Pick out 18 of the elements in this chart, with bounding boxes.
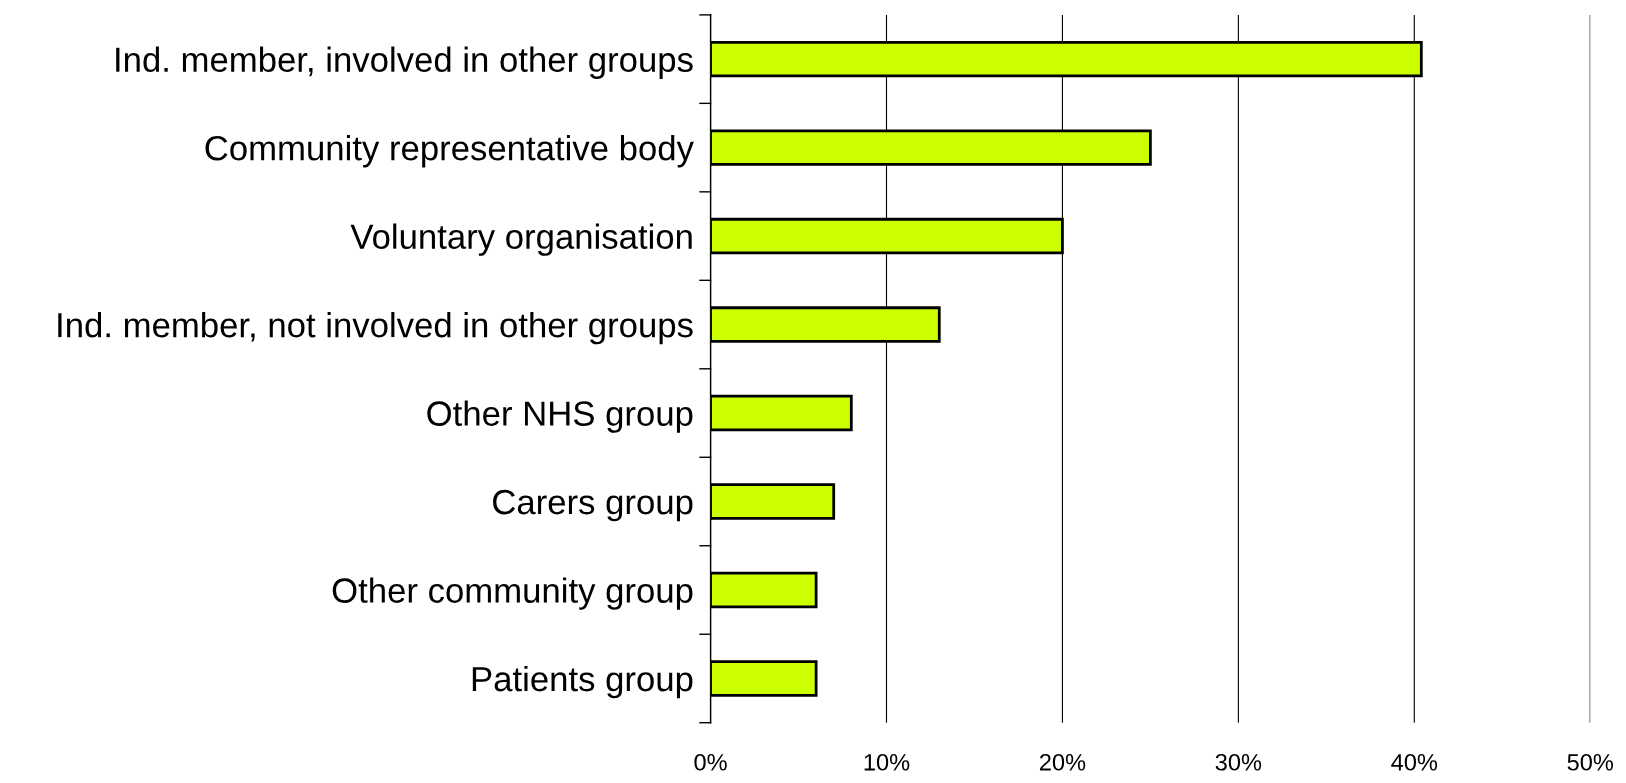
y-tick-label: Ind. member, not involved in other groups — [58, 311, 693, 345]
bar — [710, 571, 818, 609]
x-tick-label: 50% — [1567, 753, 1614, 771]
y-tick-label: Carers group — [493, 489, 693, 522]
x-tick-label: 30% — [1215, 753, 1262, 771]
x-tick-label: 10% — [864, 753, 910, 771]
bar — [710, 483, 836, 520]
y-tick-label: Other community group — [332, 577, 693, 610]
y-tick-label: Community representative body — [205, 135, 694, 168]
x-tick-label: 20% — [1039, 753, 1086, 771]
y-tick-label: Voluntary organisation — [350, 223, 692, 256]
y-tick-label: Other NHS group — [427, 400, 693, 433]
y-tick-label: Patients group — [472, 665, 693, 699]
x-tick-label: 40% — [1391, 753, 1438, 771]
bar — [710, 394, 853, 432]
x-tick-label: 0% — [694, 753, 727, 771]
y-tick-label: Ind. member, involved in other groups — [116, 46, 693, 79]
bar — [710, 660, 818, 697]
